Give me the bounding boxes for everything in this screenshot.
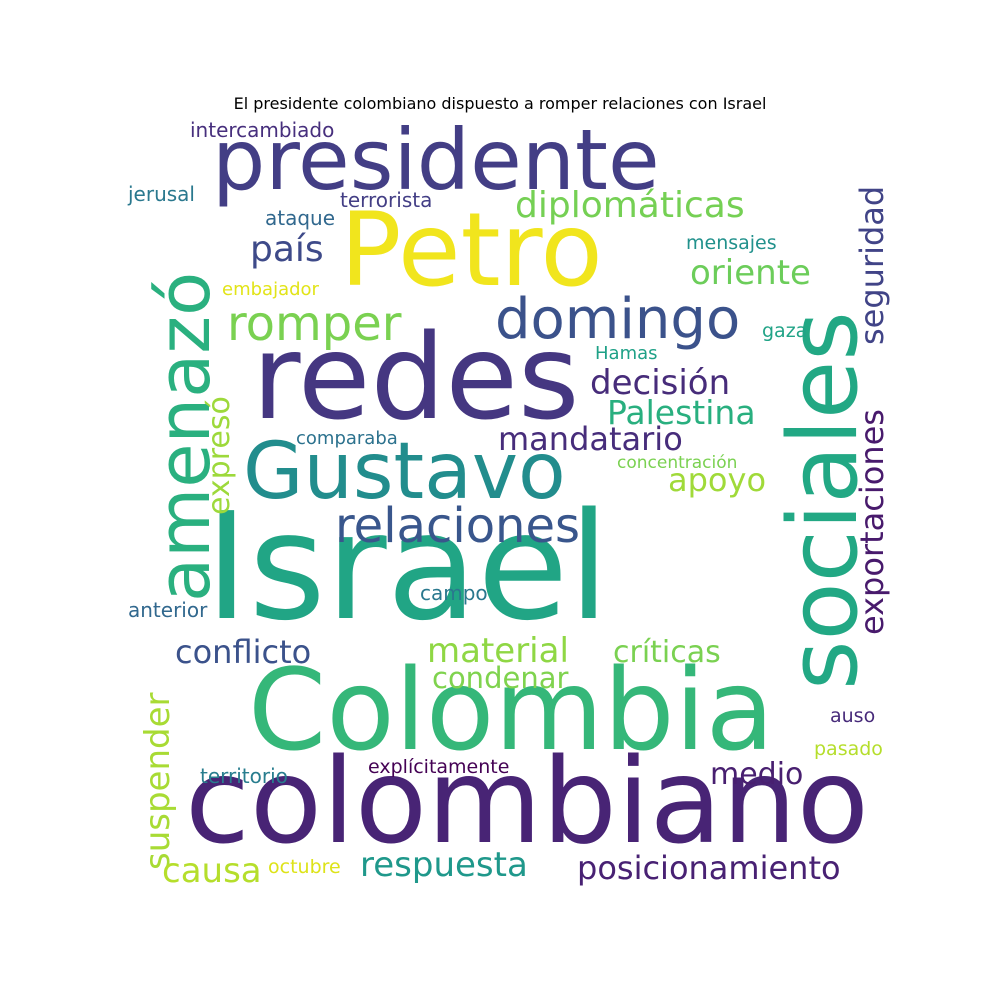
word-diplomaticas: diplomáticas — [515, 185, 745, 226]
word-apoyo: apoyo — [668, 461, 767, 499]
word-anterior: anterior — [128, 598, 208, 622]
word-relaciones: relaciones — [335, 498, 581, 554]
word-gaza: gaza — [762, 320, 808, 342]
word-domingo: domingo — [495, 287, 741, 352]
word-conflicto: conflicto — [175, 633, 312, 671]
word-posicionamiento: posicionamiento — [577, 849, 841, 887]
word-terrorista: terrorista — [340, 188, 433, 212]
word-mensajes: mensajes — [686, 232, 777, 254]
word-decision: decisión — [590, 363, 731, 403]
word-gustavo: Gustavo — [243, 427, 566, 517]
word-medio: medio — [710, 757, 804, 792]
word-pais: país — [250, 229, 324, 270]
word-respuesta: respuesta — [360, 845, 528, 885]
word-seguridad: seguridad — [853, 185, 891, 345]
word-intercambiado: intercambiado — [190, 118, 335, 142]
word-concentracion: concentración — [617, 453, 738, 473]
word-comparaba: comparaba — [296, 428, 398, 449]
word-exportaciones: exportaciones — [853, 409, 891, 635]
word-campo: campo — [420, 581, 488, 605]
word-petro: Petro — [340, 191, 603, 310]
word-hamas: Hamas — [595, 343, 658, 364]
word-suspender: suspender — [138, 692, 178, 870]
word-colombiano: colombiano — [185, 732, 869, 870]
cloud-title: El presidente colombiano dispuesto a rom… — [233, 94, 767, 113]
word-material: material — [427, 631, 569, 671]
word-expreso: expresó — [202, 396, 237, 515]
word-explicitamente: explícitamente — [368, 756, 510, 778]
word-israel: Israel — [205, 481, 610, 653]
word-palestina: Palestina — [607, 393, 756, 432]
word-octubre: octubre — [268, 856, 341, 878]
word-mandatario: mandatario — [498, 420, 683, 458]
word-colombia: Colombia — [248, 646, 775, 776]
word-auso: auso — [830, 705, 876, 727]
word-territorio: territorio — [200, 764, 288, 788]
word-causa: causa — [162, 851, 262, 891]
word-pasado: pasado — [814, 738, 883, 760]
word-oriente: oriente — [690, 253, 811, 293]
word-romper: romper — [227, 296, 402, 352]
word-presidente: presidente — [212, 111, 660, 209]
word-embajador: embajador — [222, 279, 319, 300]
word-redes: redes — [252, 308, 580, 446]
word-condenar: condenar — [432, 661, 569, 695]
word-jerusal: jerusal — [128, 182, 195, 206]
word-ataque: ataque — [265, 206, 336, 230]
word-criticas: críticas — [613, 635, 721, 670]
